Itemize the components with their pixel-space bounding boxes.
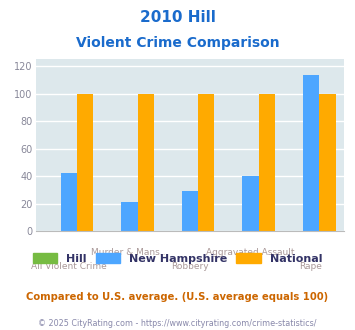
Text: 2010 Hill: 2010 Hill xyxy=(140,10,215,25)
Text: Robbery: Robbery xyxy=(171,262,209,271)
Text: Rape: Rape xyxy=(300,262,322,271)
Text: Aggravated Assault: Aggravated Assault xyxy=(206,248,295,257)
Text: © 2025 CityRating.com - https://www.cityrating.com/crime-statistics/: © 2025 CityRating.com - https://www.city… xyxy=(38,319,317,328)
Bar xyxy=(77,94,93,231)
Bar xyxy=(198,94,214,231)
Text: All Violent Crime: All Violent Crime xyxy=(31,262,107,271)
Bar xyxy=(242,176,259,231)
Bar xyxy=(182,191,198,231)
Bar xyxy=(61,173,77,231)
Text: Violent Crime Comparison: Violent Crime Comparison xyxy=(76,36,279,50)
Bar xyxy=(137,94,154,231)
Text: Compared to U.S. average. (U.S. average equals 100): Compared to U.S. average. (U.S. average … xyxy=(26,292,329,302)
Bar xyxy=(303,75,319,231)
Legend: Hill, New Hampshire, National: Hill, New Hampshire, National xyxy=(28,248,327,268)
Bar xyxy=(259,94,275,231)
Bar xyxy=(319,94,335,231)
Text: Murder & Mans...: Murder & Mans... xyxy=(91,248,168,257)
Bar xyxy=(121,202,137,231)
